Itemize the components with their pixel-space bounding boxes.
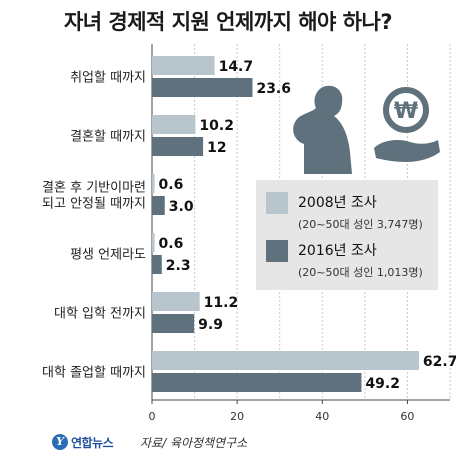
category-label: 결혼할 때까지 [70, 130, 146, 145]
bar-2008 [152, 174, 155, 193]
bar-2008 [152, 351, 419, 370]
x-tick-label: 0 [149, 410, 156, 423]
data-label: 49.2 [365, 376, 400, 392]
bar-2016 [152, 255, 162, 274]
data-label: 23.6 [256, 81, 291, 97]
data-label: 2.3 [166, 258, 191, 274]
data-label: 0.6 [159, 236, 184, 252]
data-label: 12 [207, 140, 226, 156]
won-coin-icon: ₩ [383, 87, 429, 133]
bar-2016 [152, 137, 204, 156]
chart-title: 자녀 경제적 지원 언제까지 해야 하나? [63, 10, 393, 34]
hand-icon [374, 140, 440, 162]
bar-2016 [152, 314, 195, 333]
data-label: 14.7 [219, 59, 254, 75]
bars: 14.723.6 10.2 12 0.6 3.0 0.6 2.3 11.2 9.9 62.7 49.… [152, 56, 456, 392]
legend-swatch-2008 [266, 192, 288, 214]
legend-name-2016: 2016년 조사 [298, 243, 377, 259]
bar-2016 [152, 196, 165, 215]
data-label: 3.0 [169, 199, 194, 215]
legend-name-2008: 2008년 조사 [298, 195, 377, 211]
yonhap-logo-icon: Y [52, 434, 68, 450]
x-axis-ticks: 0 20 40 60 [149, 400, 414, 423]
bar-2008 [152, 115, 196, 134]
data-label: 0.6 [159, 177, 184, 193]
x-tick-label: 20 [230, 410, 244, 423]
hand-money-illustration: ₩ [293, 85, 440, 174]
data-label: 9.9 [198, 317, 223, 333]
legend: 2008년 조사 (20~50대 성인 3,747명) 2016년 조사 (20… [256, 180, 438, 290]
source-note: 자료/ 육아정책연구소 [140, 436, 248, 450]
category-label: 대학 입학 전까지 [54, 307, 146, 322]
legend-note-2016: (20~50대 성인 1,013명) [298, 266, 423, 279]
logo-text: 연합뉴스 [71, 436, 114, 450]
bar-2016 [152, 78, 253, 97]
data-label: 62.7 [423, 354, 456, 370]
bar-2008 [152, 233, 155, 252]
category-label: 결혼 후 기반이마련 [42, 181, 146, 196]
category-label: 대학 졸업할 때까지 [42, 366, 146, 381]
category-label: 되고 안정될 때까지 [42, 197, 146, 212]
x-tick-label: 60 [400, 410, 414, 423]
bar-2008 [152, 292, 200, 311]
legend-note-2008: (20~50대 성인 3,747명) [298, 218, 423, 231]
bar-2008 [152, 56, 215, 75]
data-label: 11.2 [204, 295, 239, 311]
x-tick-label: 40 [315, 410, 329, 423]
data-label: 10.2 [199, 118, 234, 134]
category-label: 취업할 때까지 [70, 71, 146, 86]
category-label: 평생 언제라도 [70, 248, 146, 263]
person-silhouette-icon [293, 85, 352, 174]
bar-2016 [152, 373, 362, 392]
legend-swatch-2016 [266, 240, 288, 262]
svg-text:₩: ₩ [394, 99, 418, 124]
